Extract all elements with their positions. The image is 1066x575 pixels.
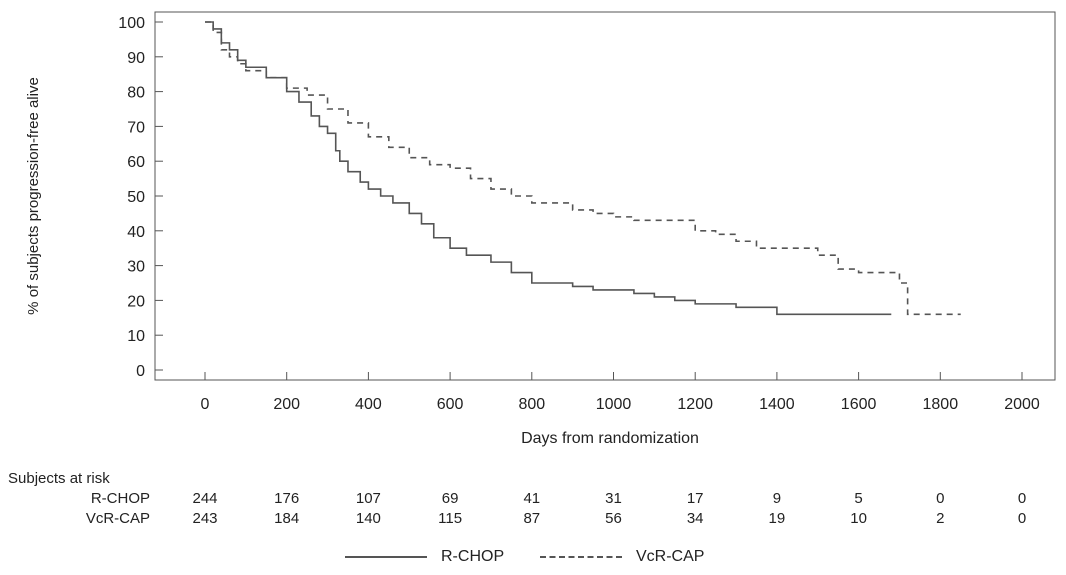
y-tick-label: 40	[127, 224, 145, 241]
risk-cell: 5	[854, 490, 863, 507]
risk-cell: 2	[936, 510, 945, 527]
y-axis-label: % of subjects progression-free alive	[25, 77, 42, 315]
risk-cell: 9	[772, 490, 782, 507]
risk-cell: 34	[686, 510, 704, 527]
x-tick-label: 1400	[759, 396, 795, 413]
legend-swatch-solid	[345, 556, 427, 558]
risk-cell: 0	[1017, 510, 1027, 527]
plot-frame	[154, 11, 1056, 381]
y-tick-label: 100	[118, 15, 145, 32]
y-tick-label: 30	[127, 259, 145, 276]
x-tick-label: 1800	[923, 396, 959, 413]
legend-label-r-chop: R-CHOP	[441, 548, 505, 565]
risk-cell: 19	[768, 510, 786, 527]
y-tick-label: 20	[127, 293, 145, 310]
series-line-r-chop	[205, 21, 892, 316]
x-tick-label: 0	[201, 396, 210, 413]
risk-cell: 0	[1017, 490, 1027, 507]
risk-row-label: R-CHOP	[90, 490, 150, 507]
risk-cell: 115	[438, 510, 463, 527]
risk-cell: 244	[192, 490, 218, 507]
risk-cell: 176	[274, 490, 300, 507]
risk-table-header: Subjects at risk	[8, 470, 110, 487]
y-tick-label: 60	[127, 154, 145, 171]
risk-cell: 87	[523, 510, 541, 527]
risk-cell: 10	[850, 510, 867, 527]
x-tick-label: 800	[518, 396, 545, 413]
risk-cell: 17	[686, 490, 704, 507]
x-tick-label: 1600	[841, 396, 877, 413]
y-tick-label: 0	[136, 363, 145, 380]
legend-swatch-dashed	[540, 556, 622, 558]
y-tick-label: 70	[127, 119, 145, 136]
x-tick-label: 2000	[1004, 396, 1040, 413]
x-tick-label: 600	[437, 396, 464, 413]
x-tick-label: 1200	[677, 396, 713, 413]
legend-item-r-chop: R-CHOP	[345, 548, 504, 566]
risk-table: Subjects at risk R-CHOP 244 176 107 69 41 31 17…	[0, 470, 1066, 540]
x-tick-label: 200	[273, 396, 300, 413]
risk-cell: 31	[605, 490, 622, 507]
x-tick-label: 400	[355, 396, 382, 413]
legend: R-CHOP VcR-CAP	[0, 548, 1066, 572]
legend-label-vcr-cap: VcR-CAP	[636, 548, 705, 565]
y-tick-label: 80	[127, 85, 145, 102]
risk-cell: 56	[605, 510, 622, 527]
risk-row-label: VcR-CAP	[85, 510, 150, 527]
y-tick-label: 50	[127, 189, 145, 206]
x-tick-label: 1000	[596, 396, 632, 413]
risk-cell: 184	[274, 510, 300, 527]
risk-cell: 243	[192, 510, 218, 527]
x-axis-label: Days from randomization	[521, 430, 699, 447]
risk-cell: 140	[355, 510, 381, 527]
legend-item-vcr-cap: VcR-CAP	[540, 548, 704, 566]
y-tick-label: 10	[127, 328, 145, 345]
series-line-vcr-cap	[205, 21, 961, 316]
y-tick-label: 90	[127, 50, 145, 67]
risk-cell: 0	[936, 490, 945, 507]
risk-cell: 69	[441, 490, 459, 507]
risk-cell: 41	[523, 490, 541, 507]
risk-cell: 107	[355, 490, 381, 507]
